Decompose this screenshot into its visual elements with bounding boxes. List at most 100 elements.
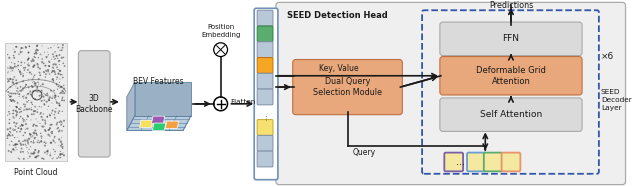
Point <box>48 95 58 98</box>
Point <box>19 118 29 121</box>
Point <box>37 125 47 128</box>
Point <box>24 148 34 151</box>
Point <box>44 99 54 102</box>
Point <box>29 109 39 112</box>
Point <box>46 141 56 144</box>
Point <box>55 77 65 80</box>
Point <box>57 143 67 146</box>
Point <box>56 85 66 88</box>
Point <box>38 157 49 160</box>
Point <box>49 136 60 139</box>
Point <box>9 117 19 119</box>
Point <box>31 51 41 54</box>
Point <box>53 95 63 98</box>
Point <box>56 85 67 88</box>
Point <box>36 111 46 114</box>
Point <box>11 109 21 112</box>
Point <box>38 70 49 73</box>
Point <box>18 74 28 77</box>
Point <box>34 105 44 108</box>
Point <box>10 136 20 139</box>
Point <box>27 78 37 81</box>
Point <box>43 151 53 154</box>
Text: ...: ... <box>456 157 465 167</box>
Point <box>22 59 33 62</box>
Point <box>31 48 42 51</box>
Point <box>8 148 18 151</box>
Point <box>28 125 38 128</box>
Point <box>49 55 59 58</box>
Point <box>51 94 61 97</box>
Point <box>29 59 39 62</box>
Point <box>49 79 59 82</box>
Point <box>58 125 68 128</box>
Point <box>47 66 58 69</box>
Point <box>4 79 14 82</box>
Point <box>25 71 35 74</box>
Point <box>4 132 14 135</box>
Point <box>59 154 69 157</box>
Point <box>53 126 63 129</box>
Point <box>51 107 61 110</box>
Point <box>44 133 54 136</box>
Point <box>8 128 18 131</box>
FancyBboxPatch shape <box>484 153 502 171</box>
Point <box>41 69 51 72</box>
Point <box>6 150 16 153</box>
Point <box>16 143 26 146</box>
Point <box>58 56 68 59</box>
Point <box>14 95 24 98</box>
Point <box>4 143 15 146</box>
Point <box>59 99 69 102</box>
Point <box>26 152 36 155</box>
Point <box>8 66 18 69</box>
Point <box>30 105 40 108</box>
Point <box>36 94 46 96</box>
Point <box>20 119 30 122</box>
Point <box>13 68 24 71</box>
Point <box>15 142 26 145</box>
Point <box>16 73 26 76</box>
Point <box>12 106 22 109</box>
Point <box>43 149 53 152</box>
Point <box>12 130 22 133</box>
Point <box>44 128 54 131</box>
Point <box>56 142 67 145</box>
Point <box>6 61 17 64</box>
Text: FFN: FFN <box>502 34 520 43</box>
Point <box>27 108 37 111</box>
Point <box>52 83 62 86</box>
FancyBboxPatch shape <box>257 120 273 135</box>
Polygon shape <box>140 120 153 128</box>
Point <box>40 121 50 124</box>
Point <box>12 45 22 48</box>
Point <box>19 86 29 89</box>
Point <box>28 141 38 144</box>
Point <box>56 153 66 156</box>
Point <box>52 43 63 46</box>
Point <box>15 85 26 88</box>
Point <box>10 105 20 108</box>
Point <box>36 115 47 118</box>
Point <box>53 112 63 115</box>
Point <box>31 136 41 139</box>
Point <box>13 60 24 63</box>
Point <box>20 85 31 88</box>
Point <box>3 137 13 140</box>
Point <box>15 115 26 118</box>
Point <box>42 100 52 103</box>
Point <box>39 103 49 106</box>
Point <box>56 73 66 76</box>
Point <box>54 60 64 63</box>
Point <box>10 128 20 131</box>
Point <box>11 114 21 117</box>
Point <box>8 81 18 84</box>
Point <box>15 51 26 54</box>
Point <box>27 60 37 63</box>
Point <box>11 146 21 149</box>
Point <box>18 88 28 91</box>
Point <box>50 94 60 97</box>
Point <box>20 143 31 146</box>
Point <box>33 82 44 85</box>
FancyBboxPatch shape <box>257 151 273 167</box>
